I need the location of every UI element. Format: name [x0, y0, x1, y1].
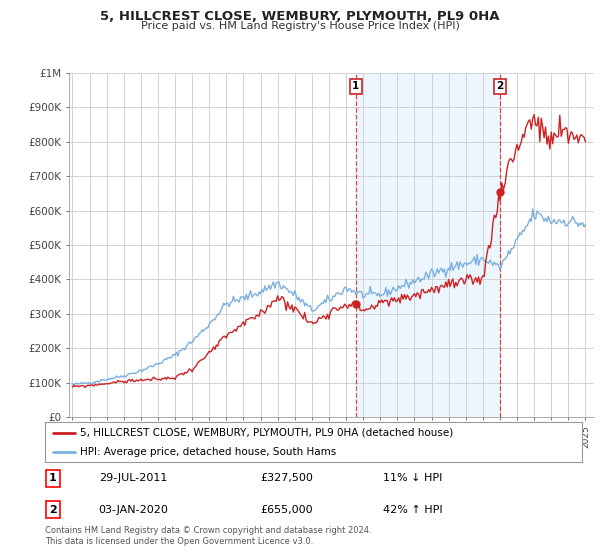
Text: Contains HM Land Registry data © Crown copyright and database right 2024.
This d: Contains HM Land Registry data © Crown c… — [45, 526, 371, 546]
Text: 2: 2 — [49, 505, 57, 515]
Text: 1: 1 — [49, 473, 57, 483]
Text: 11% ↓ HPI: 11% ↓ HPI — [383, 473, 443, 483]
Text: 5, HILLCREST CLOSE, WEMBURY, PLYMOUTH, PL9 0HA: 5, HILLCREST CLOSE, WEMBURY, PLYMOUTH, P… — [100, 10, 500, 23]
Text: 1: 1 — [352, 81, 359, 91]
Text: 5, HILLCREST CLOSE, WEMBURY, PLYMOUTH, PL9 0HA (detached house): 5, HILLCREST CLOSE, WEMBURY, PLYMOUTH, P… — [80, 428, 453, 437]
Text: 2: 2 — [496, 81, 504, 91]
Text: 29-JUL-2011: 29-JUL-2011 — [98, 473, 167, 483]
Bar — [356, 73, 500, 417]
Text: 42% ↑ HPI: 42% ↑ HPI — [383, 505, 443, 515]
Text: £327,500: £327,500 — [260, 473, 313, 483]
Text: 03-JAN-2020: 03-JAN-2020 — [98, 505, 169, 515]
Text: £655,000: £655,000 — [260, 505, 313, 515]
Text: HPI: Average price, detached house, South Hams: HPI: Average price, detached house, Sout… — [80, 447, 336, 457]
Text: Price paid vs. HM Land Registry's House Price Index (HPI): Price paid vs. HM Land Registry's House … — [140, 21, 460, 31]
